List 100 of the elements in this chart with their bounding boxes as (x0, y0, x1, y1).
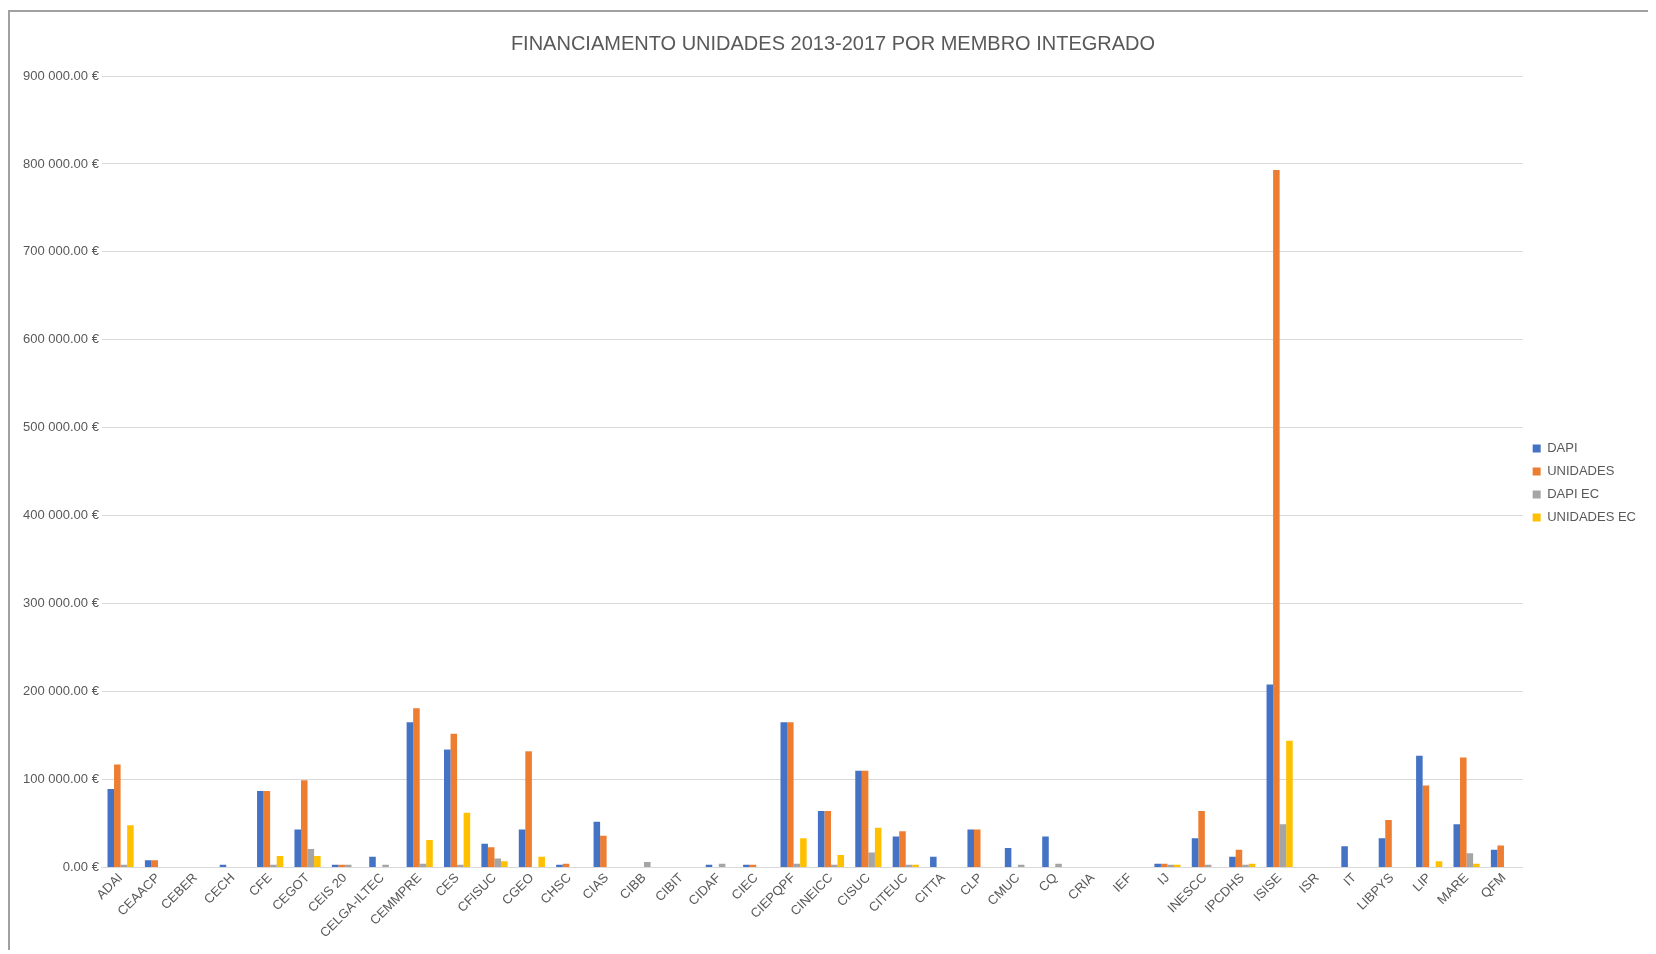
bar (1497, 845, 1504, 867)
bar (800, 838, 807, 867)
chart-title: FINANCIAMENTO UNIDADES 2013-2017 POR MEMBRO INTEGRADO (510, 31, 1156, 54)
bar (930, 856, 937, 867)
bar (1242, 864, 1249, 867)
bar (382, 864, 389, 867)
bar (501, 861, 508, 867)
bar (1055, 863, 1062, 867)
bar (1460, 757, 1467, 867)
bar (270, 864, 277, 867)
bar (1473, 863, 1480, 867)
bar (263, 790, 271, 867)
bar (1191, 838, 1199, 867)
bar (644, 862, 651, 867)
bar (868, 852, 875, 867)
bar (600, 835, 607, 867)
bar (1042, 836, 1049, 867)
bar (314, 855, 321, 867)
bar (1174, 864, 1181, 867)
x-tick-label: CLP (956, 869, 986, 899)
bar (276, 855, 284, 867)
bar (1490, 849, 1498, 867)
bar (1229, 856, 1236, 867)
bar (855, 770, 862, 867)
bar (892, 836, 900, 867)
bar (257, 790, 264, 867)
bar (1286, 740, 1293, 867)
x-tick-label: ISR (1295, 869, 1322, 896)
legend-label: UNIDADES (1547, 463, 1615, 479)
legend-label: DAPI EC (1547, 486, 1600, 502)
bar (114, 764, 121, 867)
bar (1341, 846, 1348, 867)
bar (1466, 853, 1474, 867)
y-tick-label: 900 000.00 € (23, 67, 100, 83)
bar (1160, 863, 1168, 867)
bar (1378, 838, 1386, 867)
bar (874, 827, 882, 867)
bar (538, 856, 545, 867)
bar (413, 708, 420, 867)
bar (1235, 849, 1243, 867)
bar (912, 864, 919, 867)
bar (419, 863, 427, 867)
bar (525, 751, 532, 867)
bar (294, 829, 301, 867)
bar (1435, 861, 1443, 867)
bar (127, 825, 134, 867)
bar (463, 812, 471, 867)
bar (817, 811, 825, 867)
bar (426, 840, 433, 867)
x-tick-label: IT (1340, 869, 1360, 889)
bar (1279, 824, 1287, 867)
x-tick-label: IJ (1154, 869, 1173, 888)
bar (1004, 848, 1012, 867)
y-tick-label: 0.00 € (62, 858, 100, 874)
bar (1198, 811, 1205, 867)
y-tick-label: 600 000.00 € (23, 331, 100, 347)
bar (899, 831, 906, 867)
y-tick-label: 400 000.00 € (23, 507, 100, 523)
bar (307, 848, 315, 867)
x-tick-label: CQ (1035, 869, 1060, 895)
bar (518, 829, 526, 867)
bar (556, 864, 563, 867)
bar (369, 856, 376, 867)
y-tick-label: 800 000.00 € (23, 155, 100, 171)
bar (1273, 170, 1280, 867)
bar (562, 863, 570, 867)
bar (1416, 755, 1423, 867)
bar (973, 829, 981, 867)
bar (787, 722, 794, 867)
bar (481, 843, 488, 867)
legend-label: UNIDADES EC (1547, 509, 1637, 525)
x-tick-label: LIP (1409, 869, 1434, 895)
bar (1248, 863, 1256, 867)
bar (593, 821, 601, 867)
bar (743, 864, 750, 867)
bar (1453, 824, 1461, 867)
bar (144, 860, 152, 867)
bar (837, 855, 845, 867)
bar (793, 863, 801, 867)
bar (107, 789, 115, 867)
bar (457, 864, 464, 867)
y-tick-label: 100 000.00 € (23, 771, 100, 787)
bar (151, 860, 158, 867)
bar (1266, 684, 1274, 867)
y-tick-label: 200 000.00 € (23, 683, 100, 699)
bar (444, 749, 451, 867)
legend-label: DAPI (1547, 440, 1578, 456)
y-tick-label: 700 000.00 € (23, 243, 100, 259)
x-tick-label: IEF (1109, 869, 1135, 895)
x-tick-label: CFE (245, 869, 276, 899)
bar (780, 722, 788, 867)
bar (1385, 819, 1392, 867)
bar (830, 864, 838, 867)
y-tick-label: 300 000.00 € (23, 595, 100, 611)
bar (718, 863, 726, 867)
bar (487, 847, 495, 867)
bar (824, 811, 831, 867)
bar (338, 864, 345, 867)
bar (967, 829, 974, 867)
bar (450, 733, 458, 867)
